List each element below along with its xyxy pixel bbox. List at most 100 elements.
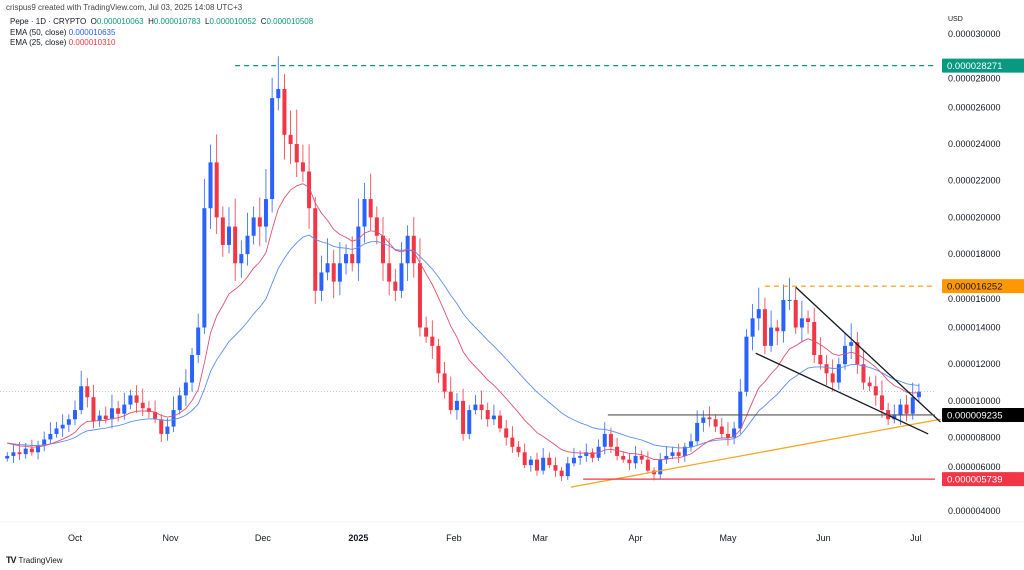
candle-up <box>263 199 268 227</box>
candle-up <box>849 342 854 346</box>
ohlc-high: H0.000010783 <box>148 17 201 26</box>
candle-up <box>473 404 478 411</box>
candle-up <box>695 422 700 442</box>
y-tick-label: 0.000010000 <box>948 396 1001 406</box>
candle-up <box>689 441 693 447</box>
candle-down <box>479 404 484 411</box>
trendline-ascending-support <box>570 418 941 488</box>
candle-up <box>239 254 244 264</box>
candle-up <box>60 424 65 429</box>
candle-down <box>417 263 422 328</box>
y-tick-label: 0.000018000 <box>948 249 1001 259</box>
candle-down <box>904 404 909 414</box>
candle-up <box>738 391 743 429</box>
candle-up <box>245 235 250 255</box>
candle-down <box>775 327 780 332</box>
y-tick-label: 0.000024000 <box>948 139 1001 149</box>
candle-down <box>436 345 441 374</box>
candle-down <box>153 411 158 420</box>
ema25-line <box>7 183 919 461</box>
candle-up <box>23 448 28 455</box>
x-tick-label: Apr <box>629 533 643 543</box>
y-tick-label: 0.000006000 <box>948 462 1001 472</box>
candle-up <box>898 404 903 416</box>
candle-down <box>504 428 509 438</box>
candle-down <box>29 448 34 453</box>
y-tick-label: 0.000008000 <box>948 433 1001 443</box>
x-tick-label: Jul <box>910 533 922 543</box>
candle-up <box>467 410 472 434</box>
candle-down <box>707 417 712 420</box>
candle-up <box>54 428 59 434</box>
candle-down <box>547 457 552 466</box>
candle-down <box>134 395 139 403</box>
candle-down <box>510 437 515 447</box>
candle-down <box>873 386 878 396</box>
ohlc-row: Pepe · 1D · CRYPTO O0.000010063 H0.00001… <box>10 17 313 28</box>
ema50-legend[interactable]: EMA (50, close) 0.000010635 <box>10 27 116 37</box>
y-tick-label: 0.000014000 <box>948 323 1001 333</box>
price-level-badge-label: 0.000009235 <box>947 410 1002 421</box>
candle-down <box>812 321 817 356</box>
candle-up <box>337 263 342 282</box>
candle-up <box>584 452 589 456</box>
chart-credit: crispus9 created with TradingView.com, J… <box>6 3 243 12</box>
candle-down <box>615 446 620 456</box>
candle-up <box>5 455 10 459</box>
candle-down <box>535 459 539 471</box>
chart-legend: Pepe · 1D · CRYPTO O0.000010063 H0.00001… <box>10 17 313 49</box>
candle-down <box>522 452 527 466</box>
candle-up <box>202 208 207 328</box>
candle-up <box>769 327 774 346</box>
tradingview-footer[interactable]: TV TradingView <box>6 555 63 565</box>
candle-down <box>442 373 447 392</box>
candle-down <box>498 415 503 429</box>
candle-down <box>103 415 108 420</box>
y-tick-label: 0.000030000 <box>948 29 1001 39</box>
candle-up <box>836 364 841 383</box>
candle-down <box>140 402 145 409</box>
candle-up <box>177 395 182 411</box>
candle-up <box>42 439 47 445</box>
candle-down <box>393 281 398 291</box>
candle-up <box>276 88 281 99</box>
x-tick-label: May <box>719 533 737 543</box>
candle-down <box>639 455 644 460</box>
candle-up <box>633 455 638 464</box>
candle-up <box>787 299 792 301</box>
candle-up <box>578 455 583 458</box>
candle-down <box>313 208 318 291</box>
candle-up <box>183 382 188 396</box>
candle-up <box>565 463 570 477</box>
candle-down <box>288 134 293 144</box>
y-tick-label: 0.000022000 <box>948 176 1001 186</box>
tradingview-logo-icon: TV <box>6 555 16 565</box>
candle-down <box>461 400 466 434</box>
candle-up <box>227 226 231 245</box>
candle-up <box>190 355 195 383</box>
candle-up <box>66 419 71 425</box>
candle-down <box>146 408 151 412</box>
candle-down <box>214 162 219 218</box>
trendline-wedge-lower <box>755 352 929 435</box>
candle-down <box>676 452 681 456</box>
price-axis <box>935 14 1024 524</box>
ohlc-low: L0.000010052 <box>205 17 257 26</box>
y-tick-label: 0.000026000 <box>948 102 1001 112</box>
candle-down <box>424 327 429 337</box>
candle-up <box>799 318 804 328</box>
candle-down <box>233 226 238 264</box>
candle-down <box>368 199 373 218</box>
candle-down <box>516 446 521 453</box>
ema25-legend[interactable]: EMA (25, close) 0.000010310 <box>10 38 116 47</box>
candle-down <box>294 144 299 163</box>
candle-down <box>824 364 829 374</box>
x-tick-label: Jun <box>816 533 831 543</box>
candle-down <box>331 263 336 282</box>
y-tick-label: 0.000020000 <box>948 212 1001 222</box>
candle-down <box>855 342 860 365</box>
y-tick-label: 0.000012000 <box>948 359 1001 369</box>
ohlc-close: C0.000010508 <box>260 17 314 26</box>
candle-down <box>387 263 392 282</box>
